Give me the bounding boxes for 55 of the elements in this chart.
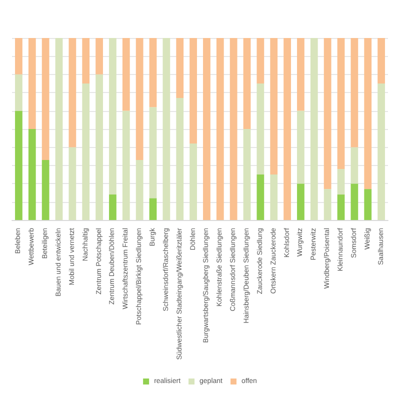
bar [337, 38, 345, 170]
bar [109, 194, 116, 220]
bar [68, 38, 76, 148]
bar [350, 147, 358, 184]
bar [190, 144, 197, 220]
bar [96, 38, 103, 74]
bar [243, 129, 251, 220]
bar [256, 174, 264, 220]
bar [364, 189, 372, 220]
bar [337, 194, 345, 220]
bar [216, 38, 224, 220]
bar [82, 84, 90, 220]
bar [203, 38, 210, 220]
bar [190, 38, 197, 144]
bar [324, 38, 332, 190]
bar [297, 110, 304, 184]
bar [15, 38, 22, 74]
bar [270, 38, 278, 174]
bar [350, 184, 358, 220]
bar [378, 84, 385, 220]
bar [15, 74, 22, 111]
bar [28, 38, 36, 129]
bar [96, 74, 103, 220]
bar [176, 98, 184, 220]
bar [149, 38, 157, 108]
bar [364, 38, 372, 190]
bar [243, 38, 251, 129]
bar [297, 184, 304, 220]
bar [284, 38, 291, 220]
bar [230, 38, 238, 220]
bar [297, 38, 304, 111]
bar [256, 84, 264, 174]
bar [270, 174, 278, 220]
bar [55, 38, 63, 220]
bar [109, 38, 116, 195]
bar [42, 160, 50, 220]
bar [256, 38, 264, 84]
bar [15, 110, 22, 220]
bar [136, 160, 144, 220]
bar [162, 38, 170, 220]
bar [310, 38, 318, 220]
bar [82, 38, 90, 84]
bar [149, 107, 157, 198]
bar [136, 38, 144, 160]
bar [68, 147, 76, 220]
bar [324, 189, 332, 220]
bar [176, 38, 184, 98]
bar [122, 110, 130, 220]
bar [350, 38, 358, 148]
bar [378, 38, 385, 84]
bar [337, 169, 345, 195]
bar [122, 38, 130, 111]
bar [42, 38, 50, 160]
bar [28, 129, 36, 220]
bar [149, 198, 157, 220]
